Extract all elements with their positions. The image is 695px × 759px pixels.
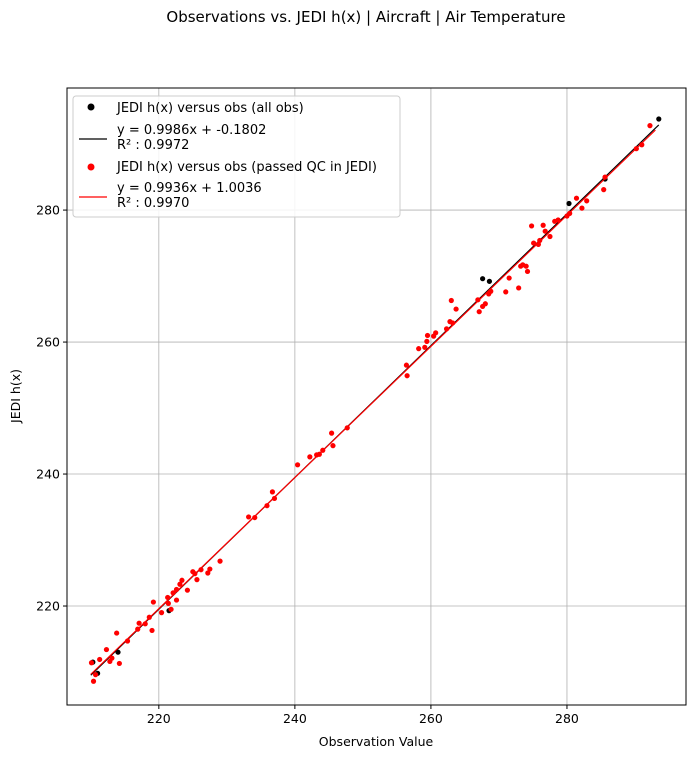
point-passed-qc — [448, 297, 454, 304]
point-passed-qc — [475, 297, 481, 303]
point-passed-qc — [184, 587, 190, 593]
point-passed-qc — [601, 187, 607, 193]
legend-marker-all-obs — [87, 103, 95, 111]
point-passed-qc — [165, 600, 171, 606]
legend-box — [72, 95, 401, 218]
point-passed-qc — [217, 558, 223, 564]
legend-label-passed-qc-fit: y = 0.9936x + 1.0036 R² : 0.9970 — [117, 181, 262, 211]
point-all-obs — [566, 200, 572, 207]
point-passed-qc — [114, 630, 120, 636]
point-passed-qc — [271, 495, 278, 502]
point-passed-qc — [136, 620, 142, 626]
point-passed-qc — [540, 222, 546, 228]
point-passed-qc — [403, 362, 410, 368]
point-passed-qc — [416, 346, 422, 352]
point-passed-qc — [537, 237, 543, 244]
point-passed-qc — [330, 443, 336, 449]
point-passed-qc — [252, 514, 258, 521]
point-passed-qc — [92, 672, 99, 678]
x-tick-label: 280 — [555, 711, 579, 726]
legend-label-all-obs-fit: y = 0.9986x + -0.1802 R² : 0.9972 — [117, 123, 266, 153]
legend-fit-text-line: R² : 0.9972 — [117, 138, 189, 153]
point-passed-qc — [404, 373, 410, 379]
point-passed-qc — [264, 503, 270, 509]
point-passed-qc — [269, 489, 276, 495]
data-layer — [88, 116, 662, 684]
point-passed-qc — [579, 205, 585, 211]
point-passed-qc — [194, 577, 200, 583]
point-passed-qc — [516, 285, 522, 291]
y-tick-label: 240 — [36, 467, 60, 482]
point-passed-qc — [524, 268, 531, 275]
point-passed-qc — [476, 309, 482, 315]
point-passed-qc — [602, 174, 608, 180]
point-passed-qc — [535, 241, 541, 247]
point-passed-qc — [158, 610, 165, 616]
point-passed-qc — [422, 344, 428, 350]
legend: JEDI h(x) versus obs (all obs) y = 0.998… — [72, 95, 401, 218]
point-passed-qc — [149, 627, 155, 634]
fit-line-passed-qc — [90, 129, 656, 675]
point-passed-qc — [424, 332, 431, 339]
point-passed-qc — [503, 289, 509, 295]
point-passed-qc — [109, 655, 115, 661]
point-passed-qc — [307, 454, 313, 460]
point-passed-qc — [116, 660, 122, 667]
legend-fit-text-line: y = 0.9986x + -0.1802 — [117, 123, 266, 138]
point-passed-qc — [165, 594, 171, 601]
point-passed-qc — [542, 228, 548, 234]
chart-title: Observations vs. JEDI h(x) | Aircraft | … — [166, 8, 565, 26]
point-passed-qc — [482, 301, 488, 307]
plot-frame — [66, 87, 687, 706]
point-passed-qc — [103, 646, 110, 653]
point-passed-qc — [528, 223, 535, 229]
point-passed-qc — [433, 330, 439, 336]
point-all-obs — [486, 278, 493, 284]
legend-label-all-obs: JEDI h(x) versus obs (all obs) — [116, 101, 304, 116]
point-passed-qc — [523, 263, 529, 269]
axis-ticks: 220 240 260 280 220 240 260 280 — [36, 203, 579, 726]
point-passed-qc — [639, 142, 645, 148]
legend-label-passed-qc: JEDI h(x) versus obs (passed QC in JEDI) — [116, 160, 377, 175]
point-passed-qc — [90, 678, 97, 684]
x-axis-label: Observation Value — [319, 734, 434, 749]
point-passed-qc — [506, 275, 512, 281]
point-passed-qc — [205, 570, 211, 576]
point-passed-qc — [150, 599, 156, 605]
point-passed-qc — [88, 660, 95, 666]
x-tick-label: 220 — [147, 711, 171, 726]
point-passed-qc — [207, 566, 213, 572]
legend-marker-passed-qc — [87, 163, 95, 171]
legend-fit-text-line: y = 0.9936x + 1.0036 — [117, 181, 262, 196]
x-tick-label: 240 — [283, 711, 307, 726]
point-passed-qc — [329, 430, 335, 436]
point-passed-qc — [531, 240, 537, 246]
y-axis-label: JEDI h(x) — [8, 369, 23, 424]
point-passed-qc — [294, 462, 301, 468]
point-all-obs — [480, 276, 486, 282]
point-passed-qc — [246, 514, 252, 520]
legend-fit-text-line: R² : 0.9970 — [117, 196, 189, 211]
point-passed-qc — [168, 606, 174, 612]
x-tick-label: 260 — [419, 711, 443, 726]
point-passed-qc — [424, 338, 430, 344]
point-passed-qc — [179, 577, 185, 583]
point-passed-qc — [97, 656, 103, 663]
y-tick-label: 220 — [36, 599, 60, 614]
point-passed-qc — [647, 123, 653, 129]
point-passed-qc — [198, 567, 204, 573]
point-passed-qc — [555, 217, 561, 223]
y-tick-label: 260 — [36, 335, 60, 350]
point-passed-qc — [584, 198, 590, 204]
point-all-obs — [115, 649, 121, 655]
point-passed-qc — [173, 597, 180, 603]
point-passed-qc — [547, 233, 553, 240]
point-passed-qc — [453, 306, 459, 312]
point-all-obs — [656, 116, 662, 122]
point-passed-qc — [177, 581, 183, 587]
point-passed-qc — [573, 195, 580, 201]
y-tick-label: 280 — [36, 203, 60, 218]
